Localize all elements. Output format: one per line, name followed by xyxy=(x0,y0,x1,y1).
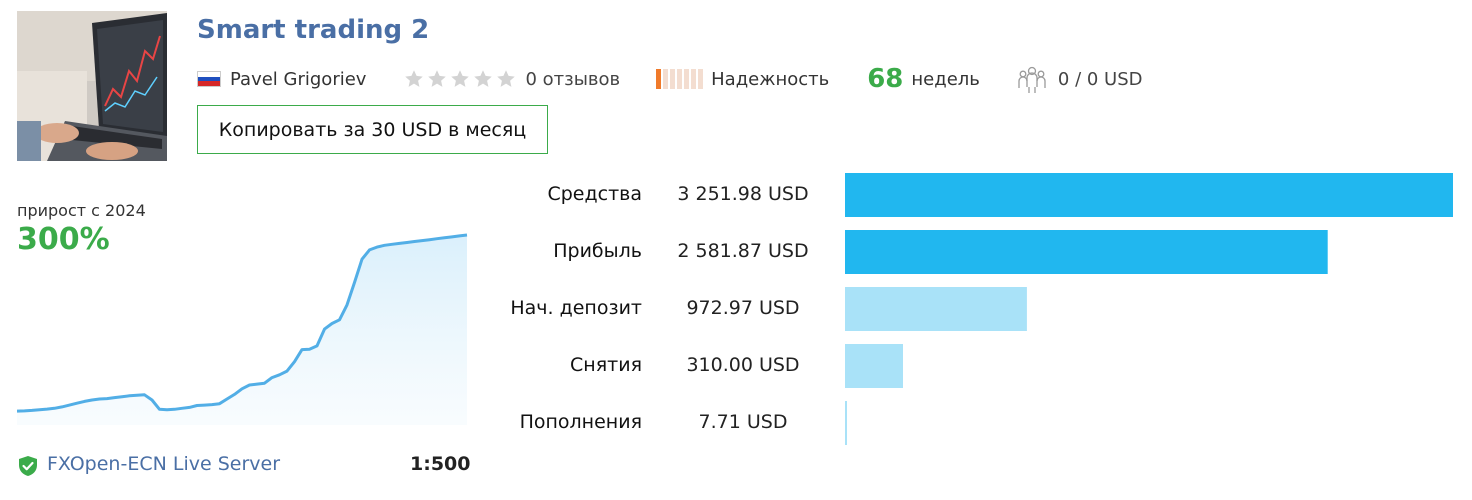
reliability-label: Надежность xyxy=(711,68,830,90)
stat-bar-4 xyxy=(845,401,847,445)
rating-star-icon xyxy=(428,70,447,87)
sparkline-line xyxy=(17,233,468,413)
stats-bar-chart xyxy=(845,173,1453,445)
stat-bar-3 xyxy=(845,344,903,388)
stat-value-withdrawals: 310.00 USD xyxy=(686,354,800,376)
reliability-segment xyxy=(684,69,690,89)
growth-value: 300% xyxy=(17,222,110,257)
stat-bar-0 xyxy=(845,173,1453,217)
signal-thumbnail-image[interactable] xyxy=(17,11,167,161)
weeks-label: недель xyxy=(911,68,980,90)
stat-value-deposits: 7.71 USD xyxy=(698,411,788,433)
leverage-value: 1:500 xyxy=(410,453,471,475)
author-name-link[interactable]: Pavel Grigoriev xyxy=(230,68,367,90)
reliability-segment xyxy=(691,69,697,89)
rating-star-icon xyxy=(405,70,424,87)
stat-label-profit: Прибыль xyxy=(553,240,642,262)
reliability-segment xyxy=(677,69,683,89)
subscribers-value: 0 / 0 USD xyxy=(1057,68,1143,90)
signal-title[interactable]: Smart trading 2 xyxy=(197,15,430,45)
reliability-segment xyxy=(698,69,704,89)
russia-flag-icon xyxy=(197,71,221,87)
rating-star-icon xyxy=(474,70,493,87)
stat-value-initial-deposit: 972.97 USD xyxy=(686,297,800,319)
rating-star-icon xyxy=(451,70,470,87)
sparkline-area xyxy=(17,235,467,425)
stat-bar-1 xyxy=(845,230,1328,274)
verified-shield-icon xyxy=(19,456,37,476)
rating-stars xyxy=(404,69,519,89)
growth-sparkline-chart xyxy=(17,233,468,425)
stat-label-initial-deposit: Нач. депозит xyxy=(510,297,642,319)
signal-meta-row: Pavel Grigoriev 0 отзывов Надежность 68 … xyxy=(197,62,1143,96)
copy-subscribe-button[interactable]: Копировать за 30 USD в месяц xyxy=(197,105,548,154)
stat-label-withdrawals: Снятия xyxy=(570,354,642,376)
reliability-segment xyxy=(670,69,676,89)
stat-bar-2 xyxy=(845,287,1027,331)
server-name-link[interactable]: FXOpen-ECN Live Server xyxy=(47,453,281,475)
reliability-segment xyxy=(663,69,669,89)
stat-value-profit: 2 581.87 USD xyxy=(677,240,809,262)
reviews-count-link[interactable]: 0 отзывов xyxy=(525,68,621,90)
stat-label-deposits: Пополнения xyxy=(519,411,642,433)
subscribers-icon xyxy=(1018,66,1046,93)
growth-label: прирост с 2024 xyxy=(17,201,146,220)
rating-star-icon xyxy=(497,70,516,87)
reliability-bars-icon xyxy=(656,69,705,89)
stat-label-equity: Средства xyxy=(547,183,642,205)
stat-value-equity: 3 251.98 USD xyxy=(677,183,809,205)
reliability-segment xyxy=(656,69,662,89)
weeks-count: 68 xyxy=(867,64,904,94)
